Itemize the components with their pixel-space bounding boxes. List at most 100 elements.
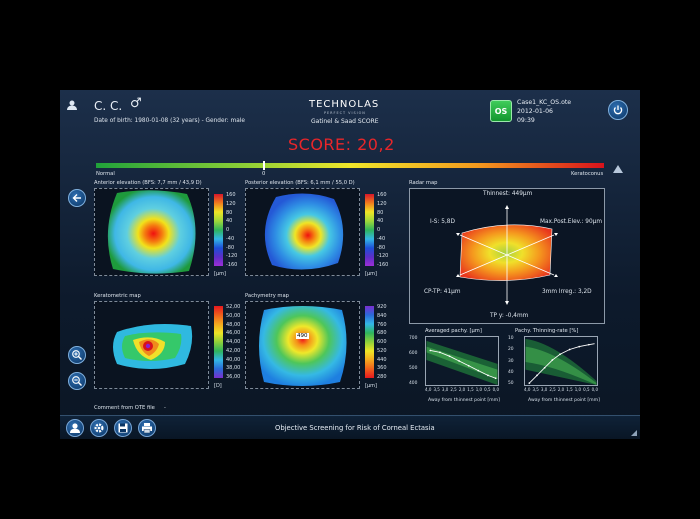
y-tick: 600 — [409, 351, 418, 356]
scale-label: 40 — [377, 218, 384, 225]
keratometric-map[interactable] — [94, 301, 209, 389]
status-text: Objective Screening for Risk of Corneal … — [275, 424, 435, 432]
scale-label: 52,00 — [226, 304, 241, 310]
scale-label: 40 — [226, 218, 233, 225]
scale-label: -40 — [377, 235, 386, 242]
patient-button[interactable] — [66, 419, 84, 437]
scale-label: -120 — [377, 253, 389, 260]
radar-map-title: Radar map — [409, 180, 438, 186]
radar-is: I-S: 5,8D — [430, 219, 455, 225]
posterior-scale-labels: 160 120 80 40 0 -40 -80 -120 -160 — [377, 192, 388, 268]
y-tick: 500 — [409, 366, 418, 371]
radar-thinnest: Thinnest: 449μm — [483, 191, 533, 197]
header: C. C. ♂ Date of birth: 1980-01-08 (32 ye… — [60, 90, 640, 132]
back-arrow-icon[interactable] — [68, 189, 86, 207]
y-tick: 400 — [409, 381, 418, 386]
scale-label: 120 — [226, 200, 236, 207]
settings-button[interactable] — [90, 419, 108, 437]
y-tick: 700 — [409, 336, 418, 341]
radar-map[interactable]: Thinnest: 449μm I-S: 5,8D Max.Post.Elev.… — [409, 188, 605, 324]
avg-pachy-chart: 700 600 500 400 4,0 3,5 3,0 2,5 2,0 1,5 … — [409, 336, 501, 394]
x-tick: 0,0 — [492, 387, 499, 392]
eye-badge-label: OS — [494, 106, 508, 116]
x-tick: 4,0 — [524, 387, 531, 392]
scale-label: 160 — [377, 192, 387, 198]
scale-label: 840 — [377, 312, 387, 319]
score-title: Gatinel & Saad SCORE — [311, 118, 379, 125]
scale-label: -160 — [226, 262, 238, 268]
pachymetry-map[interactable]: 490 — [245, 301, 360, 389]
thinning-rate-x-label: Away from thinnest point [mm] — [528, 398, 600, 403]
avg-pachy-plot — [425, 336, 499, 386]
keratometric-color-scale — [214, 306, 223, 378]
y-tick: 30 — [508, 358, 514, 364]
x-tick: 3,5 — [433, 387, 440, 392]
posterior-elevation-map[interactable] — [245, 188, 360, 276]
save-button[interactable] — [114, 419, 132, 437]
print-button[interactable] — [138, 419, 156, 437]
posterior-scale-unit: [μm] — [365, 271, 377, 277]
y-tick: 40 — [508, 369, 514, 375]
avg-pachy-x-label: Away from thinnest point [mm] — [428, 398, 500, 403]
logo: TECHNOLAS — [309, 99, 380, 110]
person-icon — [70, 423, 80, 433]
scale-label: -40 — [226, 235, 235, 242]
scale-label: 80 — [377, 209, 384, 216]
user-icon[interactable] — [66, 99, 78, 111]
comment-value: - — [164, 405, 166, 411]
keratometric-scale-unit: [D] — [214, 383, 222, 389]
scale-label: 520 — [377, 347, 387, 354]
dob-line: Date of birth: 1980-01-08 (32 years) - G… — [94, 118, 245, 124]
scale-label: 42,00 — [226, 347, 241, 354]
scale-label: 600 — [377, 339, 387, 345]
x-tick: 1,5 — [566, 387, 573, 392]
x-tick: 0,5 — [484, 387, 491, 392]
thinning-rate-y-ticks: 10 20 30 40 50 — [508, 336, 521, 386]
gear-icon — [94, 423, 104, 433]
score-value: SCORE: 20,2 — [288, 135, 395, 154]
scale-label: 0 — [377, 227, 381, 233]
score-bar — [96, 163, 604, 168]
anterior-elevation-map[interactable] — [94, 188, 209, 276]
x-tick: 1,5 — [467, 387, 474, 392]
scale-label: 920 — [377, 304, 387, 310]
x-tick: 3,0 — [540, 387, 548, 392]
anterior-map-title: Anterior elevation (BFS: 7,7 mm / 43,9 D… — [94, 180, 202, 186]
scale-label: 36,00 — [226, 374, 241, 380]
power-icon[interactable] — [608, 100, 628, 120]
radar-tp-y: TP y: -0,4mm — [490, 313, 529, 319]
x-tick: 1,0 — [475, 387, 483, 392]
avg-pachy-title: Averaged pachy. [μm] — [425, 328, 482, 334]
scale-label: -160 — [377, 262, 389, 268]
y-tick: 50 — [508, 381, 514, 386]
bottom-toolbar: Objective Screening for Risk of Corneal … — [60, 415, 640, 439]
scale-label: 280 — [377, 374, 387, 380]
scale-label: 0 — [226, 227, 230, 233]
collapse-triangle-icon[interactable] — [613, 165, 623, 173]
thinning-rate-chart: 10 20 30 40 50 4,0 3,5 3,0 2,5 2,0 1,5 1… — [508, 336, 600, 394]
score-zero-label: 0 — [262, 171, 266, 177]
radar-max-post-elev: Max.Post.Elev.: 90μm — [540, 219, 602, 225]
scale-label: 44,00 — [226, 339, 241, 345]
app-window: C. C. ♂ Date of birth: 1980-01-08 (32 ye… — [60, 90, 640, 439]
scale-label: 40,00 — [226, 356, 241, 363]
y-tick: 20 — [508, 347, 514, 353]
pachymetry-color-scale — [365, 306, 374, 378]
scale-label: 680 — [377, 330, 387, 337]
scale-label: -80 — [226, 244, 235, 251]
thinning-rate-x-ticks: 4,0 3,5 3,0 2,5 2,0 1,5 1,0 0,5 0,0 — [524, 387, 598, 392]
posterior-map-title: Posterior elevation (BFS: 6,1 mm / 55,0 … — [245, 180, 355, 186]
scale-label: 120 — [377, 200, 387, 207]
x-tick: 2,5 — [549, 387, 556, 392]
pachymetry-scale-labels: 920 840 760 680 600 520 440 360 280 — [377, 304, 387, 380]
scale-label: 80 — [226, 209, 233, 216]
zoom-in-icon[interactable] — [68, 346, 86, 364]
floppy-disk-icon — [118, 423, 128, 433]
scale-label: -120 — [226, 253, 238, 260]
x-tick: 3,5 — [532, 387, 539, 392]
resize-grip-icon[interactable] — [631, 430, 637, 436]
score-normal-label: Normal — [96, 171, 115, 177]
x-tick: 0,0 — [591, 387, 598, 392]
anterior-color-scale — [214, 194, 223, 266]
zoom-out-icon[interactable] — [68, 372, 86, 390]
